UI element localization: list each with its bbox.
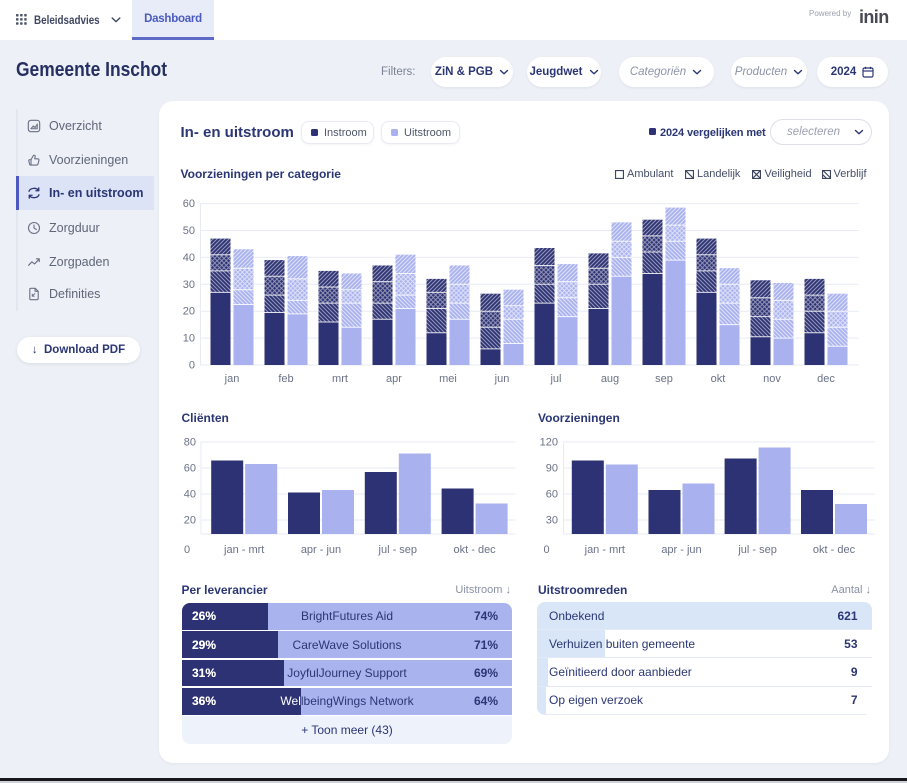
svg-text:60: 60: [183, 198, 195, 210]
svg-text:jan: jan: [224, 373, 240, 385]
svg-text:dec: dec: [817, 373, 835, 385]
svg-text:120: 120: [540, 437, 558, 449]
svg-text:60: 60: [184, 463, 196, 475]
svg-text:50: 50: [183, 225, 195, 237]
svg-text:0: 0: [189, 360, 195, 372]
svg-text:80: 80: [184, 437, 196, 449]
svg-text:40: 40: [184, 489, 196, 501]
svg-text:feb: feb: [278, 373, 293, 385]
svg-text:sep: sep: [655, 373, 673, 385]
svg-text:nov: nov: [763, 373, 781, 385]
svg-text:jul - sep: jul - sep: [378, 544, 418, 556]
svg-text:20: 20: [184, 515, 196, 527]
svg-text:30: 30: [183, 279, 195, 291]
svg-text:jan - mrt: jan - mrt: [223, 544, 264, 556]
svg-text:jul: jul: [549, 373, 561, 385]
svg-text:60: 60: [546, 489, 558, 501]
svg-text:jun: jun: [494, 373, 510, 385]
svg-text:apr: apr: [386, 373, 402, 385]
svg-text:jul - sep: jul - sep: [737, 544, 777, 556]
svg-text:okt - dec: okt - dec: [813, 544, 856, 556]
svg-text:40: 40: [183, 252, 195, 264]
svg-text:20: 20: [183, 306, 195, 318]
svg-text:okt - dec: okt - dec: [454, 544, 497, 556]
svg-text:okt: okt: [711, 373, 726, 385]
svg-text:30: 30: [546, 515, 558, 527]
svg-text:apr - jun: apr - jun: [301, 544, 341, 556]
svg-text:mei: mei: [439, 373, 457, 385]
svg-text:apr - jun: apr - jun: [661, 544, 701, 556]
svg-text:0: 0: [184, 544, 190, 556]
svg-text:jan - mrt: jan - mrt: [584, 544, 625, 556]
svg-text:10: 10: [183, 333, 195, 345]
svg-text:mrt: mrt: [332, 373, 348, 385]
svg-text:90: 90: [546, 463, 558, 475]
svg-text:aug: aug: [601, 373, 619, 385]
svg-text:0: 0: [543, 544, 549, 556]
